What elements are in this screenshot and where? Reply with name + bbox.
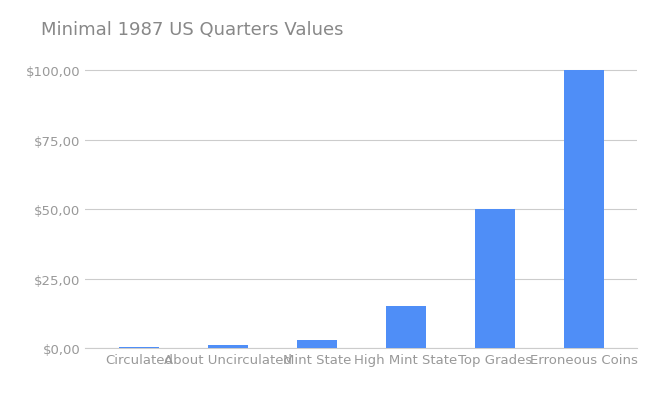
Bar <box>386 307 426 348</box>
Text: Minimal 1987 US Quarters Values: Minimal 1987 US Quarters Values <box>41 21 344 39</box>
Bar <box>297 340 337 348</box>
Bar <box>208 345 248 348</box>
Bar <box>475 209 515 348</box>
Bar <box>564 71 604 348</box>
Bar <box>119 347 159 348</box>
